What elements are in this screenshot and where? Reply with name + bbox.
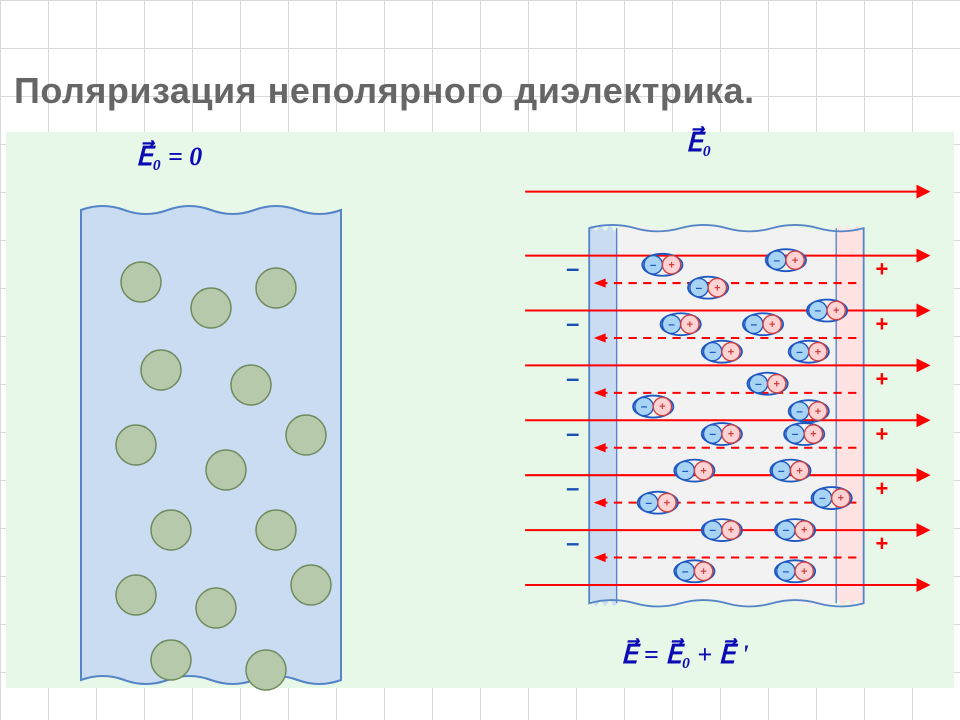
minus-sign: – [566, 365, 579, 392]
svg-text:–: – [668, 317, 675, 331]
bottom-formula-text: E⃗ = E⃗₀ + E⃗ ' [621, 640, 749, 669]
svg-text:–: – [796, 344, 803, 358]
svg-text:–: – [650, 257, 657, 271]
svg-text:+: + [664, 497, 670, 509]
plus-sign: + [876, 531, 889, 556]
svg-text:–: – [682, 564, 689, 578]
svg-text:+: + [700, 465, 706, 477]
svg-text:+: + [833, 305, 839, 317]
svg-text:–: – [755, 376, 762, 390]
right-dielectric: –+–+–+–+–+–+–+–+–+–+–+–+–+–+–+–+–+–+–+–+… [516, 147, 946, 657]
minus-sign: – [566, 530, 579, 557]
svg-text:+: + [815, 346, 821, 358]
svg-text:–: – [783, 523, 790, 537]
svg-text:–: – [783, 564, 790, 578]
svg-text:–: – [778, 463, 785, 477]
svg-text:–: – [709, 427, 716, 441]
neutral-molecule [246, 650, 286, 690]
neutral-molecule [256, 510, 296, 550]
diagram-panel: E⃗₀ = 0 E⃗₀ –+–+–+–+–+–+–+–+–+–+–+–+–+–+… [6, 132, 954, 688]
neutral-molecule [151, 510, 191, 550]
neutral-molecule [121, 262, 161, 302]
minus-sign: – [566, 420, 579, 447]
svg-text:+: + [714, 282, 720, 294]
left-formula: E⃗₀ = 0 [136, 142, 202, 172]
svg-text:+: + [801, 525, 807, 537]
svg-text:–: – [819, 491, 826, 505]
svg-text:+: + [792, 255, 798, 267]
svg-text:+: + [801, 566, 807, 578]
svg-text:+: + [815, 406, 821, 418]
neutral-molecule [151, 640, 191, 680]
svg-text:–: – [696, 280, 703, 294]
neutral-molecule [191, 288, 231, 328]
plus-sign: + [876, 476, 889, 501]
svg-text:–: – [751, 317, 758, 331]
plus-sign: + [876, 366, 889, 391]
formula-text: E⃗₀ = 0 [136, 142, 202, 171]
neutral-molecule [116, 425, 156, 465]
minus-sign: – [566, 311, 579, 338]
svg-text:–: – [709, 344, 716, 358]
svg-text:–: – [645, 495, 652, 509]
neutral-molecule [231, 365, 271, 405]
svg-text:–: – [796, 404, 803, 418]
svg-text:–: – [815, 303, 822, 317]
svg-text:+: + [687, 319, 693, 331]
svg-text:–: – [709, 523, 716, 537]
plus-sign: + [876, 312, 889, 337]
neutral-molecule [291, 565, 331, 605]
neutral-molecule [141, 350, 181, 390]
svg-text:+: + [700, 566, 706, 578]
minus-sign: – [566, 475, 579, 502]
svg-text:+: + [796, 465, 802, 477]
neutral-molecule [196, 588, 236, 628]
plus-sign: + [876, 257, 889, 282]
svg-text:+: + [769, 319, 775, 331]
left-dielectric [81, 180, 361, 700]
svg-text:+: + [668, 259, 674, 271]
svg-text:+: + [728, 525, 734, 537]
neutral-molecule [206, 450, 246, 490]
minus-sign: – [566, 256, 579, 283]
svg-text:+: + [659, 401, 665, 413]
neutral-molecule [286, 415, 326, 455]
svg-text:+: + [810, 429, 816, 441]
svg-text:+: + [838, 493, 844, 505]
svg-text:+: + [774, 378, 780, 390]
plus-sign: + [876, 421, 889, 446]
svg-text:+: + [728, 429, 734, 441]
svg-text:–: – [792, 427, 799, 441]
neutral-molecule [116, 575, 156, 615]
svg-text:–: – [773, 253, 780, 267]
page-title: Поляризация неполярного диэлектрика. [14, 70, 755, 112]
svg-text:+: + [728, 346, 734, 358]
neutral-molecule [256, 268, 296, 308]
svg-text:–: – [641, 399, 648, 413]
right-bottom-formula: E⃗ = E⃗₀ + E⃗ ' [621, 640, 749, 670]
svg-text:–: – [682, 463, 689, 477]
